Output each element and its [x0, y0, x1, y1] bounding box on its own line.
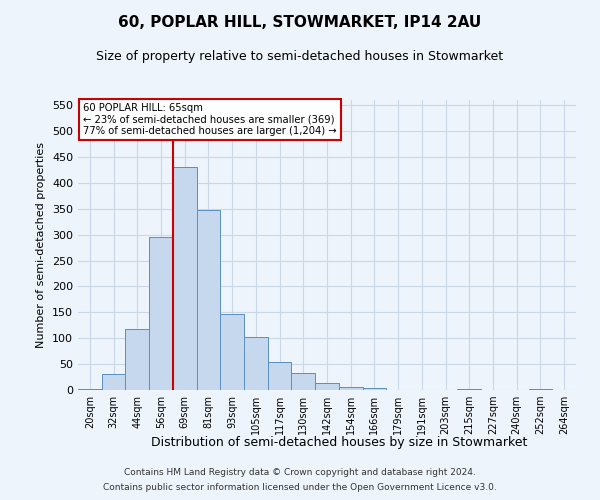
Bar	[362, 388, 386, 390]
Text: 60 POPLAR HILL: 65sqm
← 23% of semi-detached houses are smaller (369)
77% of sem: 60 POPLAR HILL: 65sqm ← 23% of semi-deta…	[83, 103, 337, 136]
Bar	[102, 374, 125, 390]
Bar	[173, 168, 197, 390]
Bar	[244, 336, 268, 390]
Text: 60, POPLAR HILL, STOWMARKET, IP14 2AU: 60, POPLAR HILL, STOWMARKET, IP14 2AU	[118, 15, 482, 30]
Bar	[268, 362, 292, 390]
Bar	[292, 373, 315, 390]
Y-axis label: Number of semi-detached properties: Number of semi-detached properties	[37, 142, 46, 348]
Bar	[197, 210, 220, 390]
Bar	[315, 384, 339, 390]
Text: Distribution of semi-detached houses by size in Stowmarket: Distribution of semi-detached houses by …	[151, 436, 527, 449]
Text: Contains HM Land Registry data © Crown copyright and database right 2024.: Contains HM Land Registry data © Crown c…	[124, 468, 476, 477]
Text: Contains public sector information licensed under the Open Government Licence v3: Contains public sector information licen…	[103, 483, 497, 492]
Bar	[78, 389, 102, 390]
Bar	[125, 329, 149, 390]
Text: Size of property relative to semi-detached houses in Stowmarket: Size of property relative to semi-detach…	[97, 50, 503, 63]
Bar	[220, 314, 244, 390]
Bar	[149, 237, 173, 390]
Bar	[339, 388, 362, 390]
